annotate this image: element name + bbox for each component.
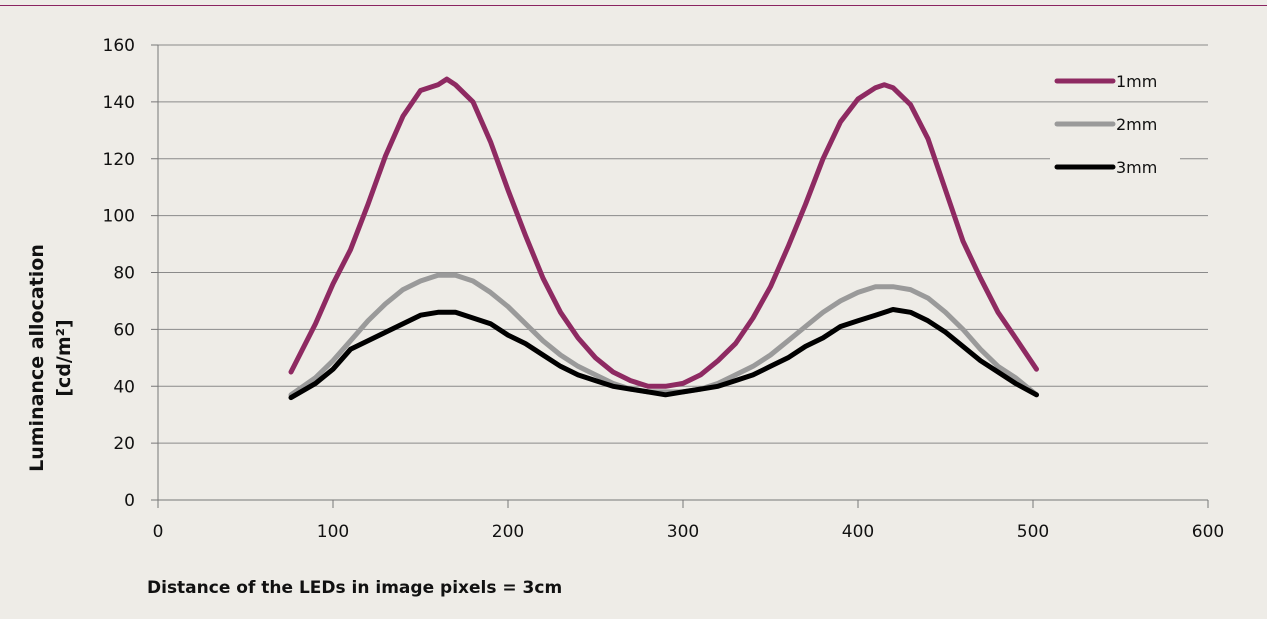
y-tick-label-60: 60 (113, 320, 135, 340)
y-tick-label-0: 0 (124, 491, 135, 511)
legend-label-1mm: 1mm (1116, 72, 1157, 91)
legend-label-3mm: 3mm (1116, 158, 1157, 177)
series-line-1mm (288, 76, 1039, 389)
y-tick-label-140: 140 (103, 93, 135, 113)
y-tick-labels: 0 20 40 60 80 100 120 140 160 (103, 36, 135, 511)
x-tick-label-300: 300 (667, 522, 699, 542)
series-line-2mm (288, 272, 1039, 398)
x-tick-label-600: 600 (1192, 522, 1224, 542)
x-tick-label-100: 100 (317, 522, 349, 542)
x-tick-label-200: 200 (492, 522, 524, 542)
series-line-3mm (288, 307, 1039, 401)
x-tick-label-400: 400 (842, 522, 874, 542)
y-tick-label-100: 100 (103, 207, 135, 227)
legend: 1mm 2mm 3mm (1050, 67, 1180, 181)
y-axis-label-line-2: [cd/m²] (53, 319, 75, 396)
top-rule (0, 5, 1267, 6)
y-tick-label-40: 40 (113, 377, 135, 397)
x-tick-labels: 0 100 200 300 400 500 600 (153, 522, 1225, 542)
x-axis-label: Distance of the LEDs in image pixels = 3… (147, 578, 562, 598)
y-tick-label-80: 80 (113, 264, 135, 284)
y-tick-label-20: 20 (113, 434, 135, 454)
grid-lines (158, 44, 1208, 444)
x-tick-label-500: 500 (1017, 522, 1049, 542)
legend-label-2mm: 2mm (1116, 115, 1157, 134)
x-tick-label-0: 0 (153, 522, 164, 542)
y-tick-label-160: 160 (103, 36, 135, 56)
axes (151, 44, 1209, 508)
y-axis-label-line-1: Luminance allocation (26, 244, 48, 472)
y-tick-label-120: 120 (103, 150, 135, 170)
data-series (288, 76, 1039, 401)
